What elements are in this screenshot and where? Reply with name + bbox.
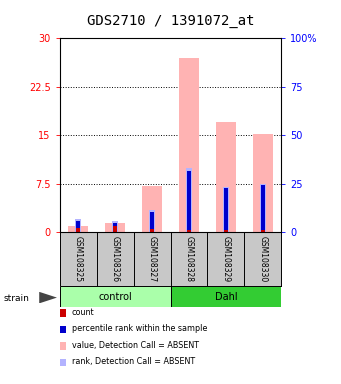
Text: GSM108327: GSM108327: [148, 236, 157, 282]
Text: Dahl: Dahl: [214, 291, 237, 302]
Bar: [149, 210, 155, 232]
Bar: [224, 230, 228, 232]
Bar: [142, 186, 162, 232]
Bar: [186, 168, 192, 232]
Text: rank, Detection Call = ABSENT: rank, Detection Call = ABSENT: [72, 357, 195, 366]
Text: GDS2710 / 1391072_at: GDS2710 / 1391072_at: [87, 14, 254, 28]
Bar: [105, 223, 125, 232]
Bar: [68, 226, 88, 232]
Text: value, Detection Call = ABSENT: value, Detection Call = ABSENT: [72, 341, 198, 350]
Text: GSM108326: GSM108326: [110, 236, 120, 282]
Bar: [170, 286, 281, 307]
Bar: [253, 134, 273, 232]
Bar: [75, 219, 81, 232]
Text: count: count: [72, 308, 94, 317]
Bar: [76, 221, 80, 232]
Bar: [261, 230, 265, 232]
Bar: [150, 212, 154, 232]
Text: GSM108329: GSM108329: [221, 236, 231, 282]
Bar: [113, 223, 117, 232]
Bar: [112, 221, 118, 232]
Bar: [150, 229, 154, 232]
Bar: [113, 226, 117, 232]
Bar: [179, 58, 199, 232]
Text: control: control: [98, 291, 132, 302]
Bar: [260, 184, 266, 232]
Text: GSM108330: GSM108330: [258, 236, 267, 282]
Text: GSM108328: GSM108328: [184, 236, 193, 282]
Bar: [223, 187, 229, 232]
Text: percentile rank within the sample: percentile rank within the sample: [72, 324, 207, 333]
Bar: [60, 286, 170, 307]
Bar: [187, 230, 191, 232]
Bar: [187, 171, 191, 232]
Bar: [76, 228, 80, 232]
Bar: [261, 185, 265, 232]
Polygon shape: [39, 292, 57, 303]
Text: GSM108325: GSM108325: [74, 236, 83, 282]
Text: strain: strain: [3, 294, 29, 303]
Bar: [224, 189, 228, 232]
Bar: [216, 122, 236, 232]
